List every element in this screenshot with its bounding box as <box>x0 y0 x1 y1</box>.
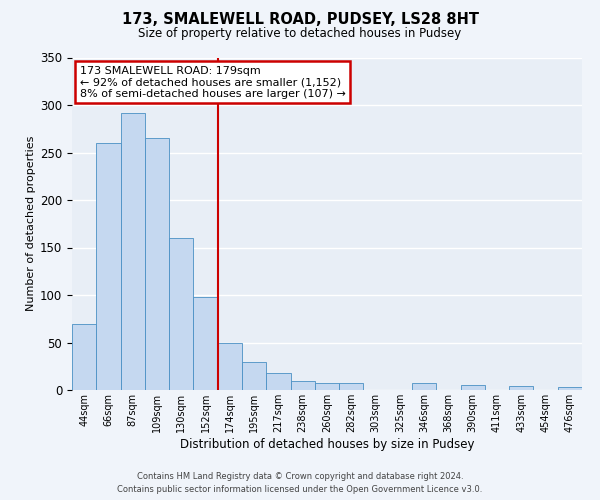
Bar <box>193 297 218 390</box>
Bar <box>315 384 339 390</box>
Bar <box>96 143 121 390</box>
Text: 173, SMALEWELL ROAD, PUDSEY, LS28 8HT: 173, SMALEWELL ROAD, PUDSEY, LS28 8HT <box>121 12 479 28</box>
Bar <box>509 386 533 390</box>
Bar <box>558 387 582 390</box>
Bar <box>218 344 242 390</box>
Bar <box>169 238 193 390</box>
Bar <box>290 380 315 390</box>
Bar <box>121 112 145 390</box>
Y-axis label: Number of detached properties: Number of detached properties <box>26 136 36 312</box>
Text: Contains HM Land Registry data © Crown copyright and database right 2024.
Contai: Contains HM Land Registry data © Crown c… <box>118 472 482 494</box>
Bar <box>339 384 364 390</box>
X-axis label: Distribution of detached houses by size in Pudsey: Distribution of detached houses by size … <box>180 438 474 450</box>
Bar <box>145 138 169 390</box>
Bar <box>72 324 96 390</box>
Bar <box>242 362 266 390</box>
Bar <box>412 384 436 390</box>
Text: Size of property relative to detached houses in Pudsey: Size of property relative to detached ho… <box>139 28 461 40</box>
Text: 173 SMALEWELL ROAD: 179sqm
← 92% of detached houses are smaller (1,152)
8% of se: 173 SMALEWELL ROAD: 179sqm ← 92% of deta… <box>80 66 346 99</box>
Bar <box>461 385 485 390</box>
Bar <box>266 373 290 390</box>
